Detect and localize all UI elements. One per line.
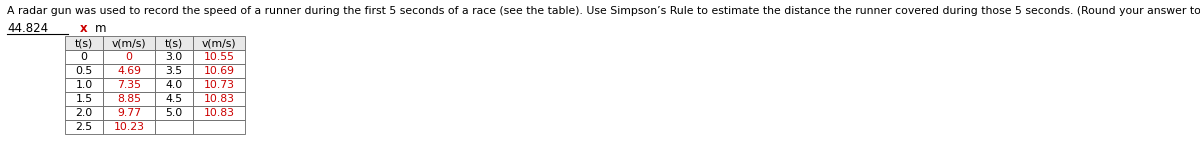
Bar [155,36,193,50]
Text: 4.0: 4.0 [166,80,182,90]
Text: 4.69: 4.69 [118,66,142,76]
Text: 1.5: 1.5 [76,94,92,104]
Text: A radar gun was used to record the speed of a runner during the first 5 seconds : A radar gun was used to record the speed… [7,6,1200,16]
Text: 1.0: 1.0 [76,80,92,90]
Bar [155,50,193,64]
Bar [65,106,103,120]
Text: t(s): t(s) [164,38,184,48]
Bar [103,92,155,106]
Bar [65,92,103,106]
Text: 9.77: 9.77 [118,108,142,118]
Bar [155,64,193,78]
Bar [193,78,245,92]
Text: t(s): t(s) [74,38,94,48]
Text: 2.5: 2.5 [76,122,92,132]
Bar [103,78,155,92]
Text: 2.0: 2.0 [76,108,92,118]
Bar [65,120,103,134]
Bar [65,78,103,92]
Text: 4.5: 4.5 [166,94,182,104]
Bar [193,106,245,120]
Text: 5.0: 5.0 [166,108,182,118]
Bar [65,64,103,78]
Text: 3.5: 3.5 [166,66,182,76]
Text: 10.69: 10.69 [204,66,234,76]
Bar [193,50,245,64]
Text: 10.55: 10.55 [204,52,234,62]
Bar [65,50,103,64]
Text: 10.23: 10.23 [114,122,144,132]
Bar [193,36,245,50]
Text: 0: 0 [126,52,132,62]
Text: v(m/s): v(m/s) [202,38,236,48]
Text: 10.83: 10.83 [204,108,234,118]
Text: 7.35: 7.35 [118,80,142,90]
Bar [193,64,245,78]
Bar [103,50,155,64]
Bar [103,64,155,78]
Text: 44.824: 44.824 [7,22,48,35]
Bar [193,120,245,134]
Bar [103,106,155,120]
Text: m: m [95,22,107,35]
Bar [65,36,103,50]
Bar [103,36,155,50]
Text: v(m/s): v(m/s) [112,38,146,48]
Text: 0.5: 0.5 [76,66,92,76]
Bar [155,120,193,134]
Text: 8.85: 8.85 [118,94,142,104]
Text: 10.83: 10.83 [204,94,234,104]
Text: 3.0: 3.0 [166,52,182,62]
Bar [155,92,193,106]
Bar [103,120,155,134]
Bar [155,106,193,120]
Bar [155,78,193,92]
Text: x: x [80,22,88,35]
Text: 10.73: 10.73 [204,80,234,90]
Bar [193,92,245,106]
Text: 0: 0 [80,52,88,62]
